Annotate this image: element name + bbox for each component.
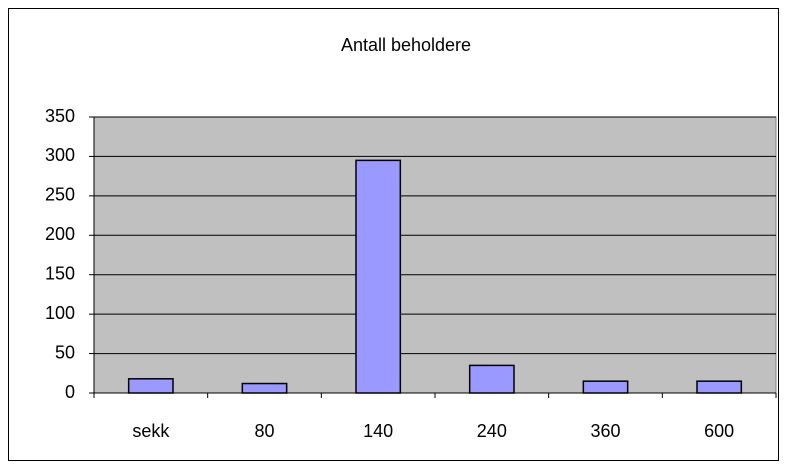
chart-title: Antall beholdere [341,35,471,55]
y-tick-label: 150 [45,263,75,283]
y-tick-label: 200 [45,224,75,244]
x-tick-label: 240 [477,421,507,441]
y-tick-label: 300 [45,145,75,165]
x-tick-label: 360 [590,421,620,441]
bar [127,378,174,394]
bar [241,382,288,394]
x-tick-label: 140 [363,421,393,441]
y-tick-label: 350 [45,106,75,126]
plot-area [93,116,777,394]
y-tick-label: 250 [45,185,75,205]
bar [468,364,515,394]
y-tick-label: 50 [55,342,75,362]
bar [696,380,743,394]
y-tick-label: 100 [45,303,75,323]
bar [582,380,629,394]
x-tick-label: 80 [254,421,274,441]
bar [355,159,402,394]
x-tick-label: sekk [132,421,170,441]
y-tick-label: 0 [65,382,75,402]
x-tick-label: 600 [704,421,734,441]
